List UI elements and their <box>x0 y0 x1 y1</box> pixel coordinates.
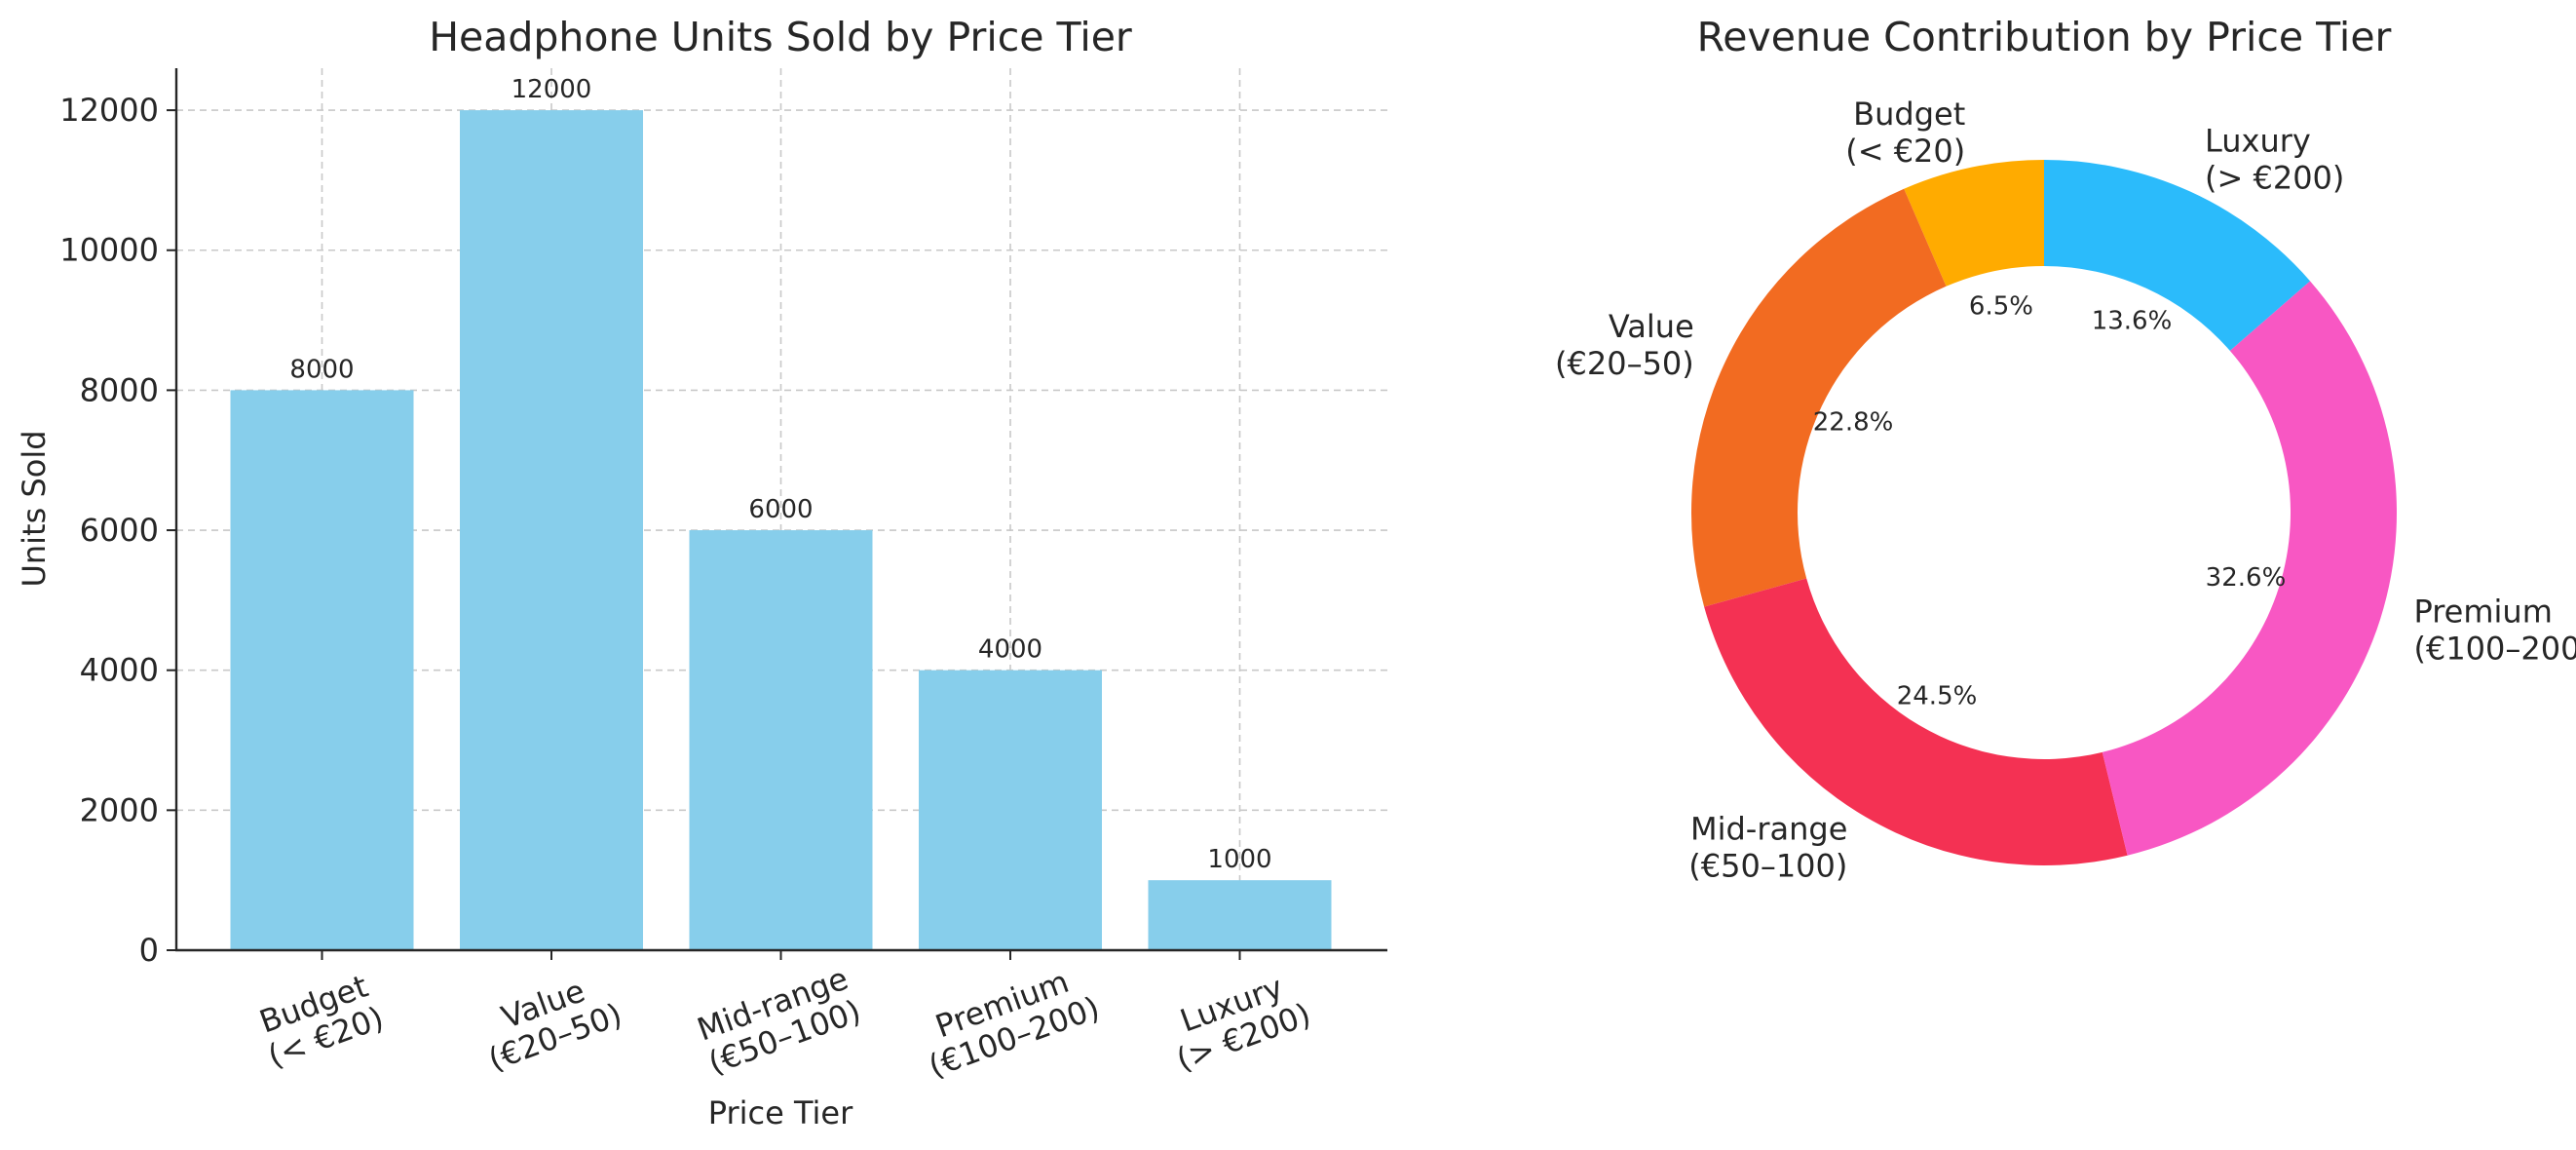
x-tick-label: Premium(€100–200) <box>912 956 1105 1085</box>
donut-pct-label: 24.5% <box>1897 681 1978 710</box>
x-tick-label-budget: Budget(< €20) <box>251 966 389 1075</box>
bar-value-label: 8000 <box>289 355 354 384</box>
y-tick-label: 0 <box>139 932 159 969</box>
donut-slices <box>1691 160 2397 866</box>
x-tick-label: Luxury(> €200) <box>1159 963 1315 1079</box>
x-tick-label-mid-range: Mid-range(€50–100) <box>692 959 866 1082</box>
bar-value-labels: 8000 12000 6000 4000 1000 <box>289 75 1271 874</box>
bar-series <box>230 110 1332 951</box>
x-axis-ticks: Budget(< €20) Value(€20–50) Mid-range(€50–… <box>251 950 1315 1085</box>
bar-luxury <box>1148 880 1332 950</box>
donut-slice-value <box>1691 188 1947 607</box>
donut-pct-label: 6.5% <box>1969 291 2033 321</box>
y-axis-ticks: 0 2000 4000 6000 8000 10000 12000 <box>59 92 176 969</box>
bar-budget <box>230 390 414 950</box>
donut-slice-premium <box>2102 281 2397 856</box>
y-tick-label: 2000 <box>80 791 159 828</box>
bar-value-label: 4000 <box>978 635 1042 665</box>
donut-pct-label: 13.6% <box>2092 306 2173 335</box>
donut-category-label-premium: Premium (€100–200) <box>2413 594 2576 668</box>
bar-value <box>460 110 643 951</box>
donut-pct-label: 32.6% <box>2206 563 2287 593</box>
bar-value-label: 6000 <box>748 495 813 524</box>
x-tick-label: Budget(< €20) <box>251 966 389 1075</box>
bar-value-label: 12000 <box>511 75 592 104</box>
y-tick-label: 12000 <box>59 92 159 129</box>
donut-slice-mid-range <box>1704 578 2128 866</box>
donut-category-label-value: Value (€20–50) <box>1555 308 1694 382</box>
bar-chart: Headphone Units Sold by Price Tier 8000 1… <box>16 14 1387 1131</box>
donut-labels: 6.5% Budget (< €20) 22.8% Value (€20–50) 24.5%… <box>1555 96 2576 884</box>
x-tick-label-luxury: Luxury(> €200) <box>1159 963 1315 1079</box>
y-tick-label: 10000 <box>59 232 159 269</box>
donut-category-label-budget: Budget (< €20) <box>1845 96 1965 170</box>
donut-pct-label: 22.8% <box>1813 407 1894 437</box>
y-tick-label: 8000 <box>80 371 159 408</box>
bar-chart-title: Headphone Units Sold by Price Tier <box>429 14 1132 60</box>
donut-chart-title: Revenue Contribution by Price Tier <box>1697 14 2392 60</box>
donut-category-label-luxury: Luxury (> €200) <box>2205 123 2344 197</box>
y-axis-label: Units Sold <box>16 430 53 587</box>
x-tick-label-premium: Premium(€100–200) <box>912 956 1105 1085</box>
x-tick-label-value: Value(€20–50) <box>472 963 626 1078</box>
donut-slice-luxury <box>2044 160 2311 351</box>
y-tick-label: 6000 <box>80 512 159 549</box>
x-axis-label: Price Tier <box>708 1094 853 1131</box>
x-tick-label: Mid-range(€50–100) <box>692 959 866 1081</box>
donut-slice-budget <box>1904 160 2044 287</box>
y-tick-label: 4000 <box>80 652 159 689</box>
bar-premium <box>919 670 1102 950</box>
bar-mid-range <box>689 530 873 950</box>
x-tick-label: Value(€20–50) <box>472 963 626 1078</box>
bar-value-label: 1000 <box>1207 845 1271 874</box>
donut-chart: Revenue Contribution by Price Tier 6.5% B… <box>1555 14 2576 884</box>
donut-category-label-mid-range: Mid-range (€50–100) <box>1688 810 1847 884</box>
